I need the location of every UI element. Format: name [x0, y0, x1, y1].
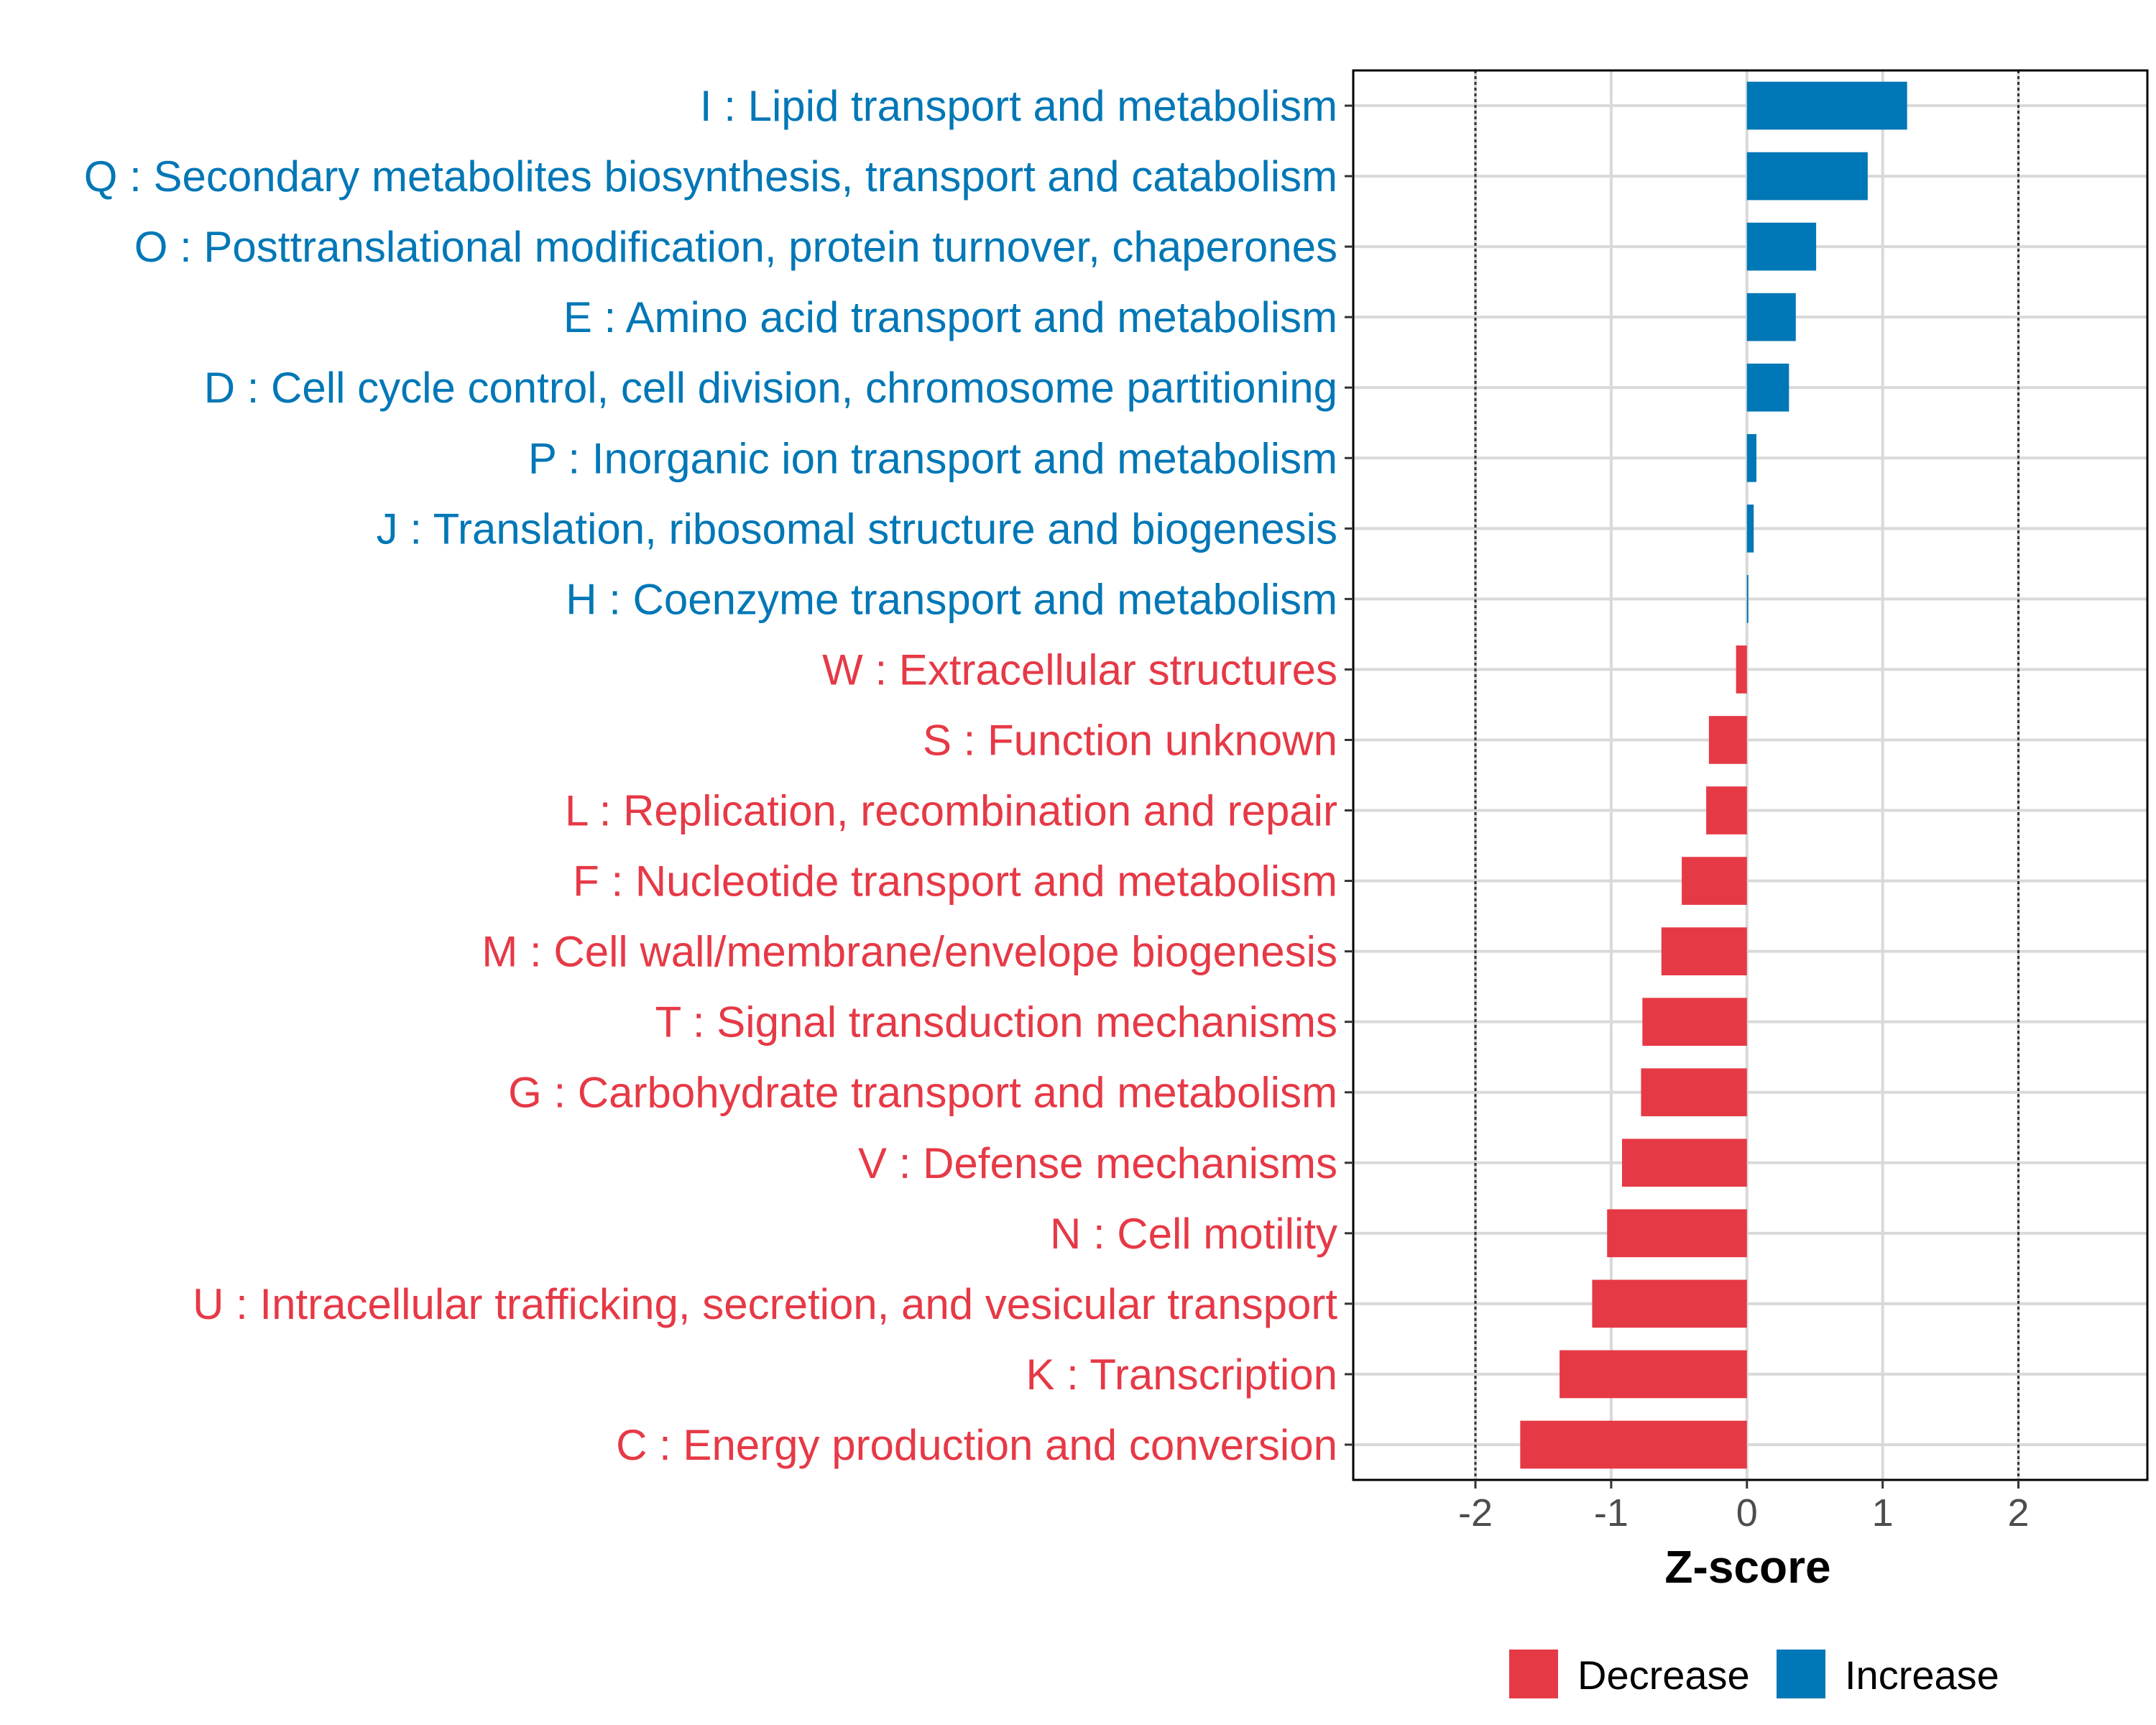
legend-label-decrease: Decrease — [1577, 1652, 1750, 1698]
category-label: M : Cell wall/membrane/envelope biogenes… — [482, 928, 1337, 976]
x-tick-label: 2 — [2008, 1491, 2030, 1535]
bar — [1746, 152, 1868, 201]
y-axis-labels: I : Lipid transport and metabolism Q : Se… — [84, 82, 1338, 1469]
bar — [1746, 504, 1754, 553]
x-tick-label: 1 — [1872, 1491, 1894, 1535]
bar — [1520, 1420, 1747, 1469]
category-label: G : Carbohydrate transport and metabolis… — [508, 1069, 1337, 1117]
category-label: S : Function unknown — [923, 716, 1337, 764]
bar-layer — [1520, 81, 1907, 1469]
category-label: V : Defense mechanisms — [858, 1139, 1337, 1187]
grid-layer — [1353, 70, 2147, 1480]
bar — [1607, 1209, 1747, 1258]
x-tick-label: -2 — [1458, 1491, 1493, 1535]
category-label: O : Posttranslational modification, prot… — [134, 223, 1337, 271]
category-label: Q : Secondary metabolites biosynthesis, … — [84, 152, 1337, 201]
category-label: J : Translation, ribosomal structure and… — [377, 505, 1337, 553]
x-axis-ticks: -2 -1 0 1 2 — [1458, 1480, 2030, 1535]
bar — [1708, 716, 1747, 764]
category-label: U : Intracellular trafficking, secretion… — [193, 1280, 1337, 1328]
reference-lines — [1474, 70, 2020, 1480]
x-tick-label: -1 — [1594, 1491, 1628, 1535]
y-axis-ticks — [1345, 104, 1353, 1446]
category-label: H : Coenzyme transport and metabolism — [566, 575, 1337, 623]
category-label: L : Replication, recombination and repai… — [565, 787, 1337, 835]
category-label: C : Energy production and conversion — [616, 1421, 1337, 1469]
bar — [1560, 1350, 1747, 1399]
bar — [1746, 81, 1907, 130]
bar — [1661, 927, 1747, 975]
bar — [1641, 1068, 1747, 1117]
bar — [1746, 363, 1789, 412]
bar — [1746, 433, 1756, 482]
category-label: I : Lipid transport and metabolism — [700, 82, 1337, 130]
category-label: E : Amino acid transport and metabolism — [563, 293, 1337, 341]
category-label: N : Cell motility — [1050, 1210, 1337, 1258]
bar — [1622, 1138, 1747, 1187]
category-label: D : Cell cycle control, cell division, c… — [204, 364, 1337, 412]
category-label: P : Inorganic ion transport and metaboli… — [528, 434, 1337, 482]
legend-swatch-decrease — [1509, 1650, 1558, 1698]
bar — [1706, 786, 1747, 834]
bar — [1642, 998, 1747, 1046]
legend-label-increase: Increase — [1845, 1652, 1999, 1698]
category-label: W : Extracellular structures — [822, 645, 1337, 694]
category-label: K : Transcription — [1026, 1351, 1337, 1399]
bar — [1746, 293, 1796, 341]
x-axis-title: Z-score — [1664, 1541, 1830, 1593]
bar — [1746, 222, 1817, 271]
bar — [1682, 857, 1747, 905]
bar — [1746, 575, 1749, 623]
bar — [1736, 645, 1747, 694]
legend: Decrease Increase — [1509, 1650, 1999, 1698]
x-tick-label: 0 — [1736, 1491, 1758, 1535]
legend-swatch-increase — [1777, 1650, 1825, 1698]
category-label: T : Signal transduction mechanisms — [655, 998, 1337, 1046]
bar — [1592, 1279, 1747, 1328]
panel-border — [1352, 69, 2149, 1481]
category-label: F : Nucleotide transport and metabolism — [573, 857, 1337, 906]
